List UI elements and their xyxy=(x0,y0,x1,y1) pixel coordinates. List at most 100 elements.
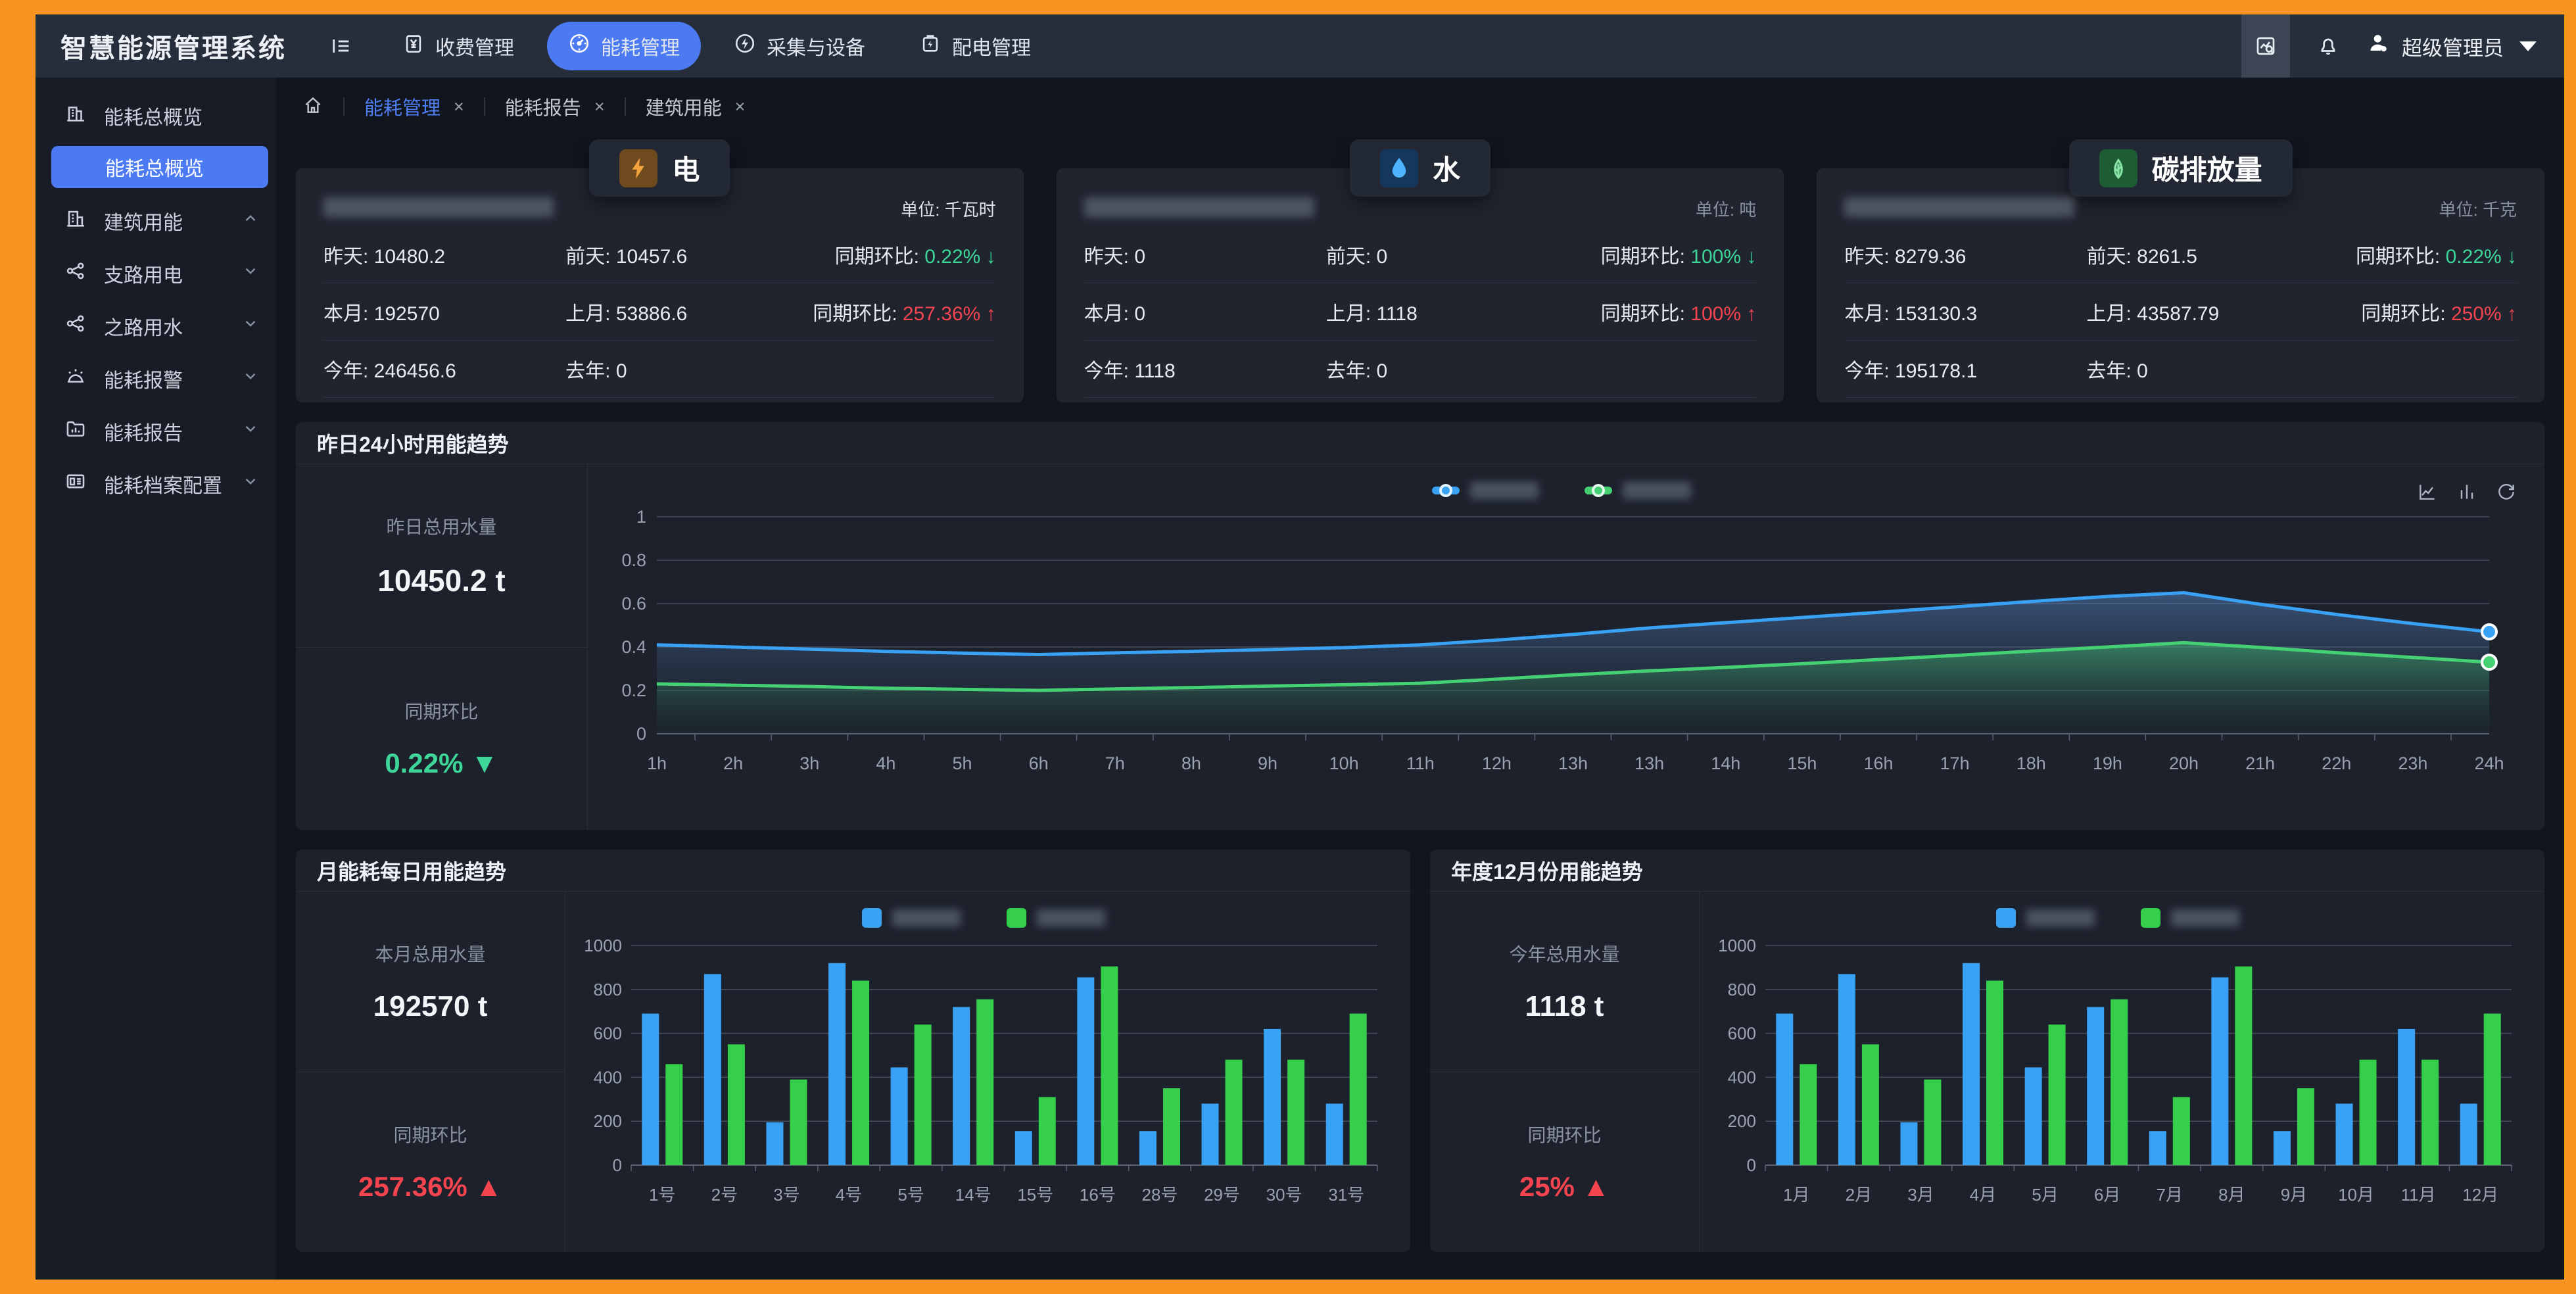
legend-square-marker xyxy=(861,908,882,928)
tab-energy-report[interactable]: 能耗报告 × xyxy=(505,93,605,120)
stat-label: 今年总用水量 xyxy=(1509,944,1620,965)
stat-cell: 前天: 10457.6 xyxy=(565,246,688,268)
sidebar-item-branch-water[interactable]: 之路用水 xyxy=(36,300,276,352)
stat-cell: 今年: 246456.6 xyxy=(323,360,456,382)
legend-item-1[interactable] xyxy=(2140,908,2239,928)
close-icon[interactable]: × xyxy=(454,96,464,116)
chevron-down-icon xyxy=(242,262,259,285)
card-header: 单位: 吨 xyxy=(1084,168,1757,226)
tab-label: 建筑用能 xyxy=(645,98,722,119)
chevron-down-icon xyxy=(242,368,259,390)
svg-text:1: 1 xyxy=(636,507,646,527)
blurred-card-title xyxy=(1844,197,2075,217)
bolt-icon xyxy=(619,149,658,187)
stat-percent: 25% ▲ xyxy=(1519,1171,1610,1203)
stat-cell: 上月: 53886.6 xyxy=(565,303,688,325)
card-badge: 电 xyxy=(589,139,730,197)
stat-label: 本月总用水量 xyxy=(375,944,486,965)
svg-text:11h: 11h xyxy=(1406,754,1435,773)
legend-item-0[interactable] xyxy=(861,908,961,928)
svg-text:17h: 17h xyxy=(1940,754,1970,773)
svg-text:30号: 30号 xyxy=(1266,1185,1302,1205)
menu-item-label: 能耗管理 xyxy=(601,37,680,59)
menu-fold-icon[interactable] xyxy=(330,35,352,57)
stat-cell: 本月: 153130.3 xyxy=(1844,303,1978,325)
stat-card-1: 水 单位: 吨 昨天: 0 前天: 0 同期环比: 100% ↓ 本月: 0 上月: 1… xyxy=(1056,139,1784,402)
tab-building-energy[interactable]: 建筑用能 × xyxy=(646,93,746,120)
svg-text:0.4: 0.4 xyxy=(621,637,646,657)
menu-item-collect[interactable]: 采集与设备 xyxy=(713,22,886,70)
line-chart-icon[interactable] xyxy=(2417,481,2438,502)
hour-chart-area: 0 0.2 0.4 0.6 0.8 1 1h 2h 3h 4h 5h 6h 7h 8h 9h 10h 11h 1… xyxy=(588,464,2544,830)
bell-icon[interactable] xyxy=(2316,34,2340,58)
badge-label: 水 xyxy=(1432,155,1461,185)
sidebar-item-energy-alarm[interactable]: 能耗报警 xyxy=(36,352,276,405)
svg-text:0: 0 xyxy=(1747,1155,1756,1175)
card-badge: 碳排放量 xyxy=(2068,139,2293,197)
stat-cards-row: 电 单位: 千瓦时 昨天: 10480.2 前天: 10457.6 同期环比: 0.… xyxy=(296,139,2545,402)
legend-item-0[interactable] xyxy=(1432,482,1538,499)
fee-icon xyxy=(402,32,425,60)
svg-text:2h: 2h xyxy=(723,754,743,773)
year-chart-area: 0 200 400 600 800 1000 1月 2月 3月 4月 5月 6月 7月 8月 9月 10月 11… xyxy=(1700,892,2544,1252)
svg-text:1000: 1000 xyxy=(584,936,622,955)
sidebar-item-branch-electric[interactable]: 支路用电 xyxy=(36,247,276,300)
tab-energy-management[interactable]: 能耗管理 × xyxy=(364,93,464,120)
dashboard-content: 电 单位: 千瓦时 昨天: 10480.2 前天: 10457.6 同期环比: 0.… xyxy=(276,135,2564,1280)
stat-cell: 昨天: 0 xyxy=(1084,246,1146,268)
svg-text:9月: 9月 xyxy=(2281,1185,2307,1205)
svg-text:600: 600 xyxy=(1728,1024,1756,1043)
svg-text:1号: 1号 xyxy=(649,1185,675,1205)
svg-text:400: 400 xyxy=(594,1067,622,1087)
unit-label: 单位: 吨 xyxy=(1695,200,1757,220)
triangle-down-icon: ▼ xyxy=(471,748,498,779)
menu-item-fee[interactable]: 收费管理 xyxy=(381,22,535,70)
stat-percent: 257.36% ▲ xyxy=(358,1171,503,1203)
svg-text:23h: 23h xyxy=(2398,754,2427,773)
sidebar-item-building-energy[interactable]: 建筑用能 xyxy=(36,195,276,247)
svg-text:13h: 13h xyxy=(1558,754,1588,773)
svg-text:4h: 4h xyxy=(876,754,895,773)
card-header: 单位: 千瓦时 xyxy=(323,168,996,226)
menu-item-energy[interactable]: 能耗管理 xyxy=(547,22,701,70)
chart-search-icon[interactable] xyxy=(2241,14,2290,78)
sidebar-item-label: 能耗报警 xyxy=(104,370,183,392)
hour-side-stats: 昨日总用水量 10450.2 t 同期环比 0.22% ▼ xyxy=(296,464,588,830)
tab-separator xyxy=(483,97,485,116)
sidebar-item-overview-active[interactable]: 能耗总概览 xyxy=(51,146,268,188)
svg-text:10月: 10月 xyxy=(2338,1185,2374,1205)
blurred-legend-label xyxy=(892,909,961,926)
arrow-up-icon: ↑ xyxy=(986,303,996,325)
legend-item-1[interactable] xyxy=(1006,908,1105,928)
close-icon[interactable]: × xyxy=(734,96,746,116)
svg-text:10h: 10h xyxy=(1329,754,1359,773)
close-icon[interactable]: × xyxy=(594,96,605,116)
sidebar-item-overview-group[interactable]: 能耗总概览 xyxy=(36,89,276,142)
tab-bar: 能耗管理 × 能耗报告 × 建筑用能 × xyxy=(276,78,2564,135)
report-icon xyxy=(64,418,87,445)
svg-text:1月: 1月 xyxy=(1783,1185,1809,1205)
panel-title: 昨日24小时用能趋势 xyxy=(296,422,2544,464)
home-icon[interactable] xyxy=(302,95,323,119)
blurred-legend-label xyxy=(1470,482,1538,499)
svg-text:3h: 3h xyxy=(799,754,819,773)
overview-icon xyxy=(64,102,87,130)
restore-icon[interactable] xyxy=(2496,481,2517,502)
legend-item-0[interactable] xyxy=(1995,908,2095,928)
menu-item-power[interactable]: 配电管理 xyxy=(898,22,1052,70)
svg-text:8月: 8月 xyxy=(2218,1185,2245,1205)
bar-chart-icon[interactable] xyxy=(2456,481,2477,502)
stat-cell: 上月: 1118 xyxy=(1325,303,1418,325)
svg-text:0.8: 0.8 xyxy=(621,550,646,570)
svg-text:7月: 7月 xyxy=(2157,1185,2183,1205)
sidebar-item-energy-report[interactable]: 能耗报告 xyxy=(36,405,276,458)
legend-item-1[interactable] xyxy=(1585,482,1691,499)
sidebar-item-archive-config[interactable]: 能耗档案配置 xyxy=(36,458,276,510)
stat-label: 同期环比 xyxy=(393,1125,467,1146)
card-header: 单位: 千克 xyxy=(1844,168,2517,226)
stat-cell: 本月: 192570 xyxy=(323,303,440,325)
user-menu[interactable]: 超级管理员 xyxy=(2366,31,2537,61)
stat-row-2: 今年: 195178.1 去年: 0 xyxy=(1844,341,2517,398)
svg-text:12月: 12月 xyxy=(2462,1185,2498,1205)
